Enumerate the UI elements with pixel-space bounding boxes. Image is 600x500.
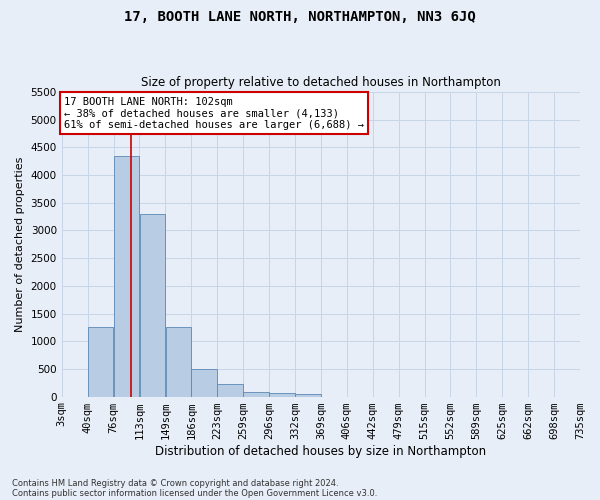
X-axis label: Distribution of detached houses by size in Northampton: Distribution of detached houses by size … (155, 444, 487, 458)
Bar (243, 392, 269, 396)
Bar (295, 394, 320, 396)
Bar (269, 393, 295, 396)
Bar (217, 384, 243, 396)
Text: 17, BOOTH LANE NORTH, NORTHAMPTON, NN3 6JQ: 17, BOOTH LANE NORTH, NORTHAMPTON, NN3 6… (124, 10, 476, 24)
Text: Contains public sector information licensed under the Open Government Licence v3: Contains public sector information licen… (12, 488, 377, 498)
Bar (191, 370, 217, 396)
Y-axis label: Number of detached properties: Number of detached properties (15, 156, 25, 332)
Text: Contains HM Land Registry data © Crown copyright and database right 2024.: Contains HM Land Registry data © Crown c… (12, 478, 338, 488)
Bar (88, 328, 113, 396)
Text: 17 BOOTH LANE NORTH: 102sqm
← 38% of detached houses are smaller (4,133)
61% of : 17 BOOTH LANE NORTH: 102sqm ← 38% of det… (64, 96, 364, 130)
Bar (113, 156, 139, 396)
Bar (140, 214, 165, 396)
Title: Size of property relative to detached houses in Northampton: Size of property relative to detached ho… (141, 76, 501, 90)
Bar (166, 327, 191, 396)
